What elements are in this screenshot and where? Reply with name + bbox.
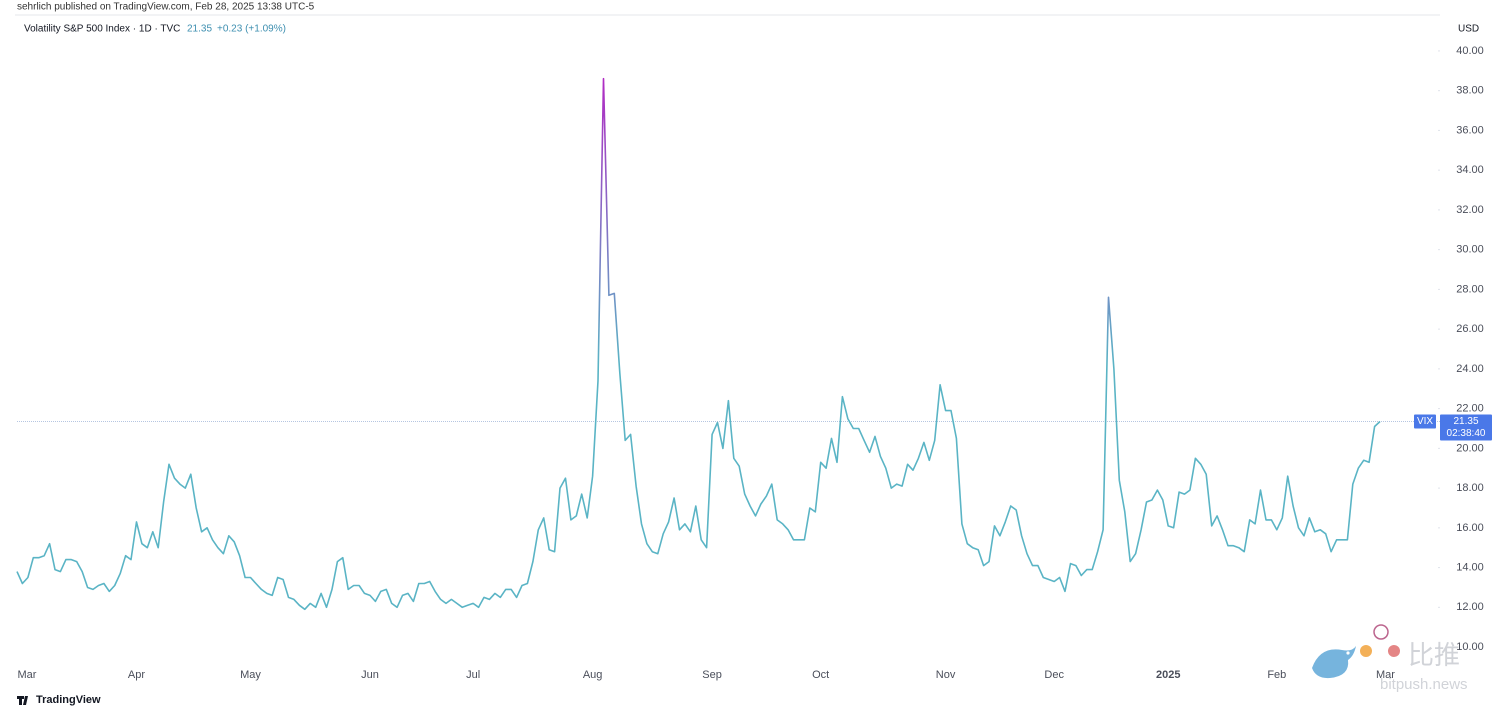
y-tick-label: 14.00 — [1456, 561, 1484, 573]
x-tick-label: Jun — [361, 669, 379, 681]
x-tick-label: Mar — [18, 669, 37, 681]
legend-price: 21.35 — [187, 24, 212, 35]
watermark-site: bitpush.news — [1380, 676, 1468, 693]
price-tag — [1440, 414, 1492, 441]
x-tick-label: Dec — [1044, 669, 1064, 681]
y-tick-label: 16.00 — [1456, 522, 1484, 534]
currency: USD — [1458, 24, 1479, 35]
y-tick-label: 26.00 — [1456, 323, 1484, 335]
y-tick-label: 32.00 — [1456, 204, 1484, 216]
countdown: 02:38:40 — [1447, 428, 1486, 439]
y-tick-label: 28.00 — [1456, 283, 1484, 295]
x-tick-label: Jul — [466, 669, 480, 681]
watermark-icon — [1373, 624, 1389, 640]
y-tick-label: 30.00 — [1456, 244, 1484, 256]
watermark-coin — [1360, 645, 1372, 657]
watermark-cn: 比推 — [1408, 640, 1460, 670]
y-tick-label: 36.00 — [1456, 124, 1484, 136]
x-tick-label: 2025 — [1156, 669, 1180, 681]
y-tick-label: 10.00 — [1456, 641, 1484, 653]
y-tick-label: 40.00 — [1456, 45, 1484, 57]
vix-line — [16, 77, 1381, 611]
x-tick-label: Oct — [812, 669, 829, 681]
y-tick-label: 18.00 — [1456, 482, 1484, 494]
x-tick-label: Mar — [1376, 669, 1395, 681]
watermark: 比推 bitpush.news — [1312, 624, 1468, 693]
y-tick-label: 12.00 — [1456, 601, 1484, 613]
y-tick-label: 22.00 — [1456, 403, 1484, 415]
watermark-coin — [1388, 645, 1400, 657]
ticker-tag — [1414, 414, 1436, 429]
published-note: sehrlich published on TradingView.com, F… — [17, 2, 315, 13]
plot: 10.00 12.00 14.00 16.00 18.00 20.00 22.00 24.00… — [16, 45, 1492, 681]
x-tick-label: Nov — [936, 669, 956, 681]
y-tick-label: 24.00 — [1456, 363, 1484, 375]
x-tick-label: May — [240, 669, 261, 681]
watermark-bird — [1312, 646, 1356, 679]
tv-logo — [17, 696, 28, 705]
x-tick-label: Feb — [1267, 669, 1286, 681]
watermark-eye — [1346, 651, 1350, 655]
y-tick-label: 34.00 — [1456, 164, 1484, 176]
price-tag-label: 21.35 — [1453, 416, 1478, 427]
x-tick-label: Aug — [583, 669, 603, 681]
legend-symbol: Volatility S&P 500 Index · 1D · TVC — [24, 24, 180, 35]
footer-brand: TradingView — [36, 694, 101, 706]
y-tick-label: 38.00 — [1456, 85, 1484, 97]
x-tick-label: Apr — [128, 669, 145, 681]
legend-change: +0.23 (+1.09%) — [217, 24, 286, 35]
x-tick-label: Sep — [702, 669, 722, 681]
y-tick-label: 20.00 — [1456, 442, 1484, 454]
ticker-tag-label: VIX — [1417, 416, 1433, 427]
